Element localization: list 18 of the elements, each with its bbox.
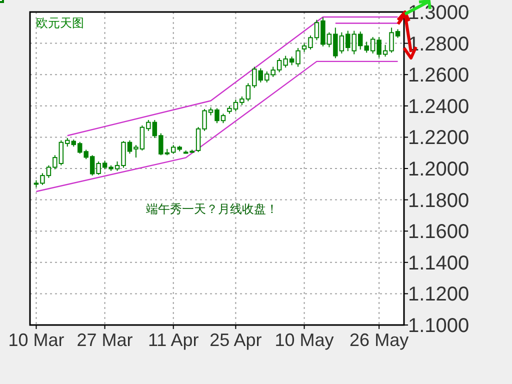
- x-tick-label: 10 May: [274, 330, 334, 350]
- x-tick-label: 27 Mar: [76, 330, 133, 350]
- y-tick-label: 1.2000: [408, 158, 470, 180]
- y-tick-label: 1.1200: [408, 284, 470, 306]
- x-tick-label: 10 Mar: [8, 330, 64, 350]
- y-tick-label: 1.3000: [408, 2, 470, 24]
- x-tick-label: 11 Apr: [148, 330, 199, 350]
- y-tick-label: 1.1800: [408, 190, 470, 212]
- y-tick-label: 1.1000: [408, 315, 470, 337]
- y-tick-label: 1.1400: [408, 252, 470, 274]
- y-tick-label: 1.2600: [408, 64, 470, 87]
- y-tick-label: 1.2200: [408, 127, 470, 150]
- x-tick-label: 26 May: [350, 330, 409, 350]
- annotation: 端午秀一天？月线收盘！: [146, 202, 278, 216]
- x-tick-label: 25 Apr: [210, 330, 262, 350]
- y-tick-label: 1.1600: [408, 221, 470, 244]
- chart-title: 欧元天图: [36, 16, 84, 30]
- y-tick-label: 1.2400: [408, 96, 470, 118]
